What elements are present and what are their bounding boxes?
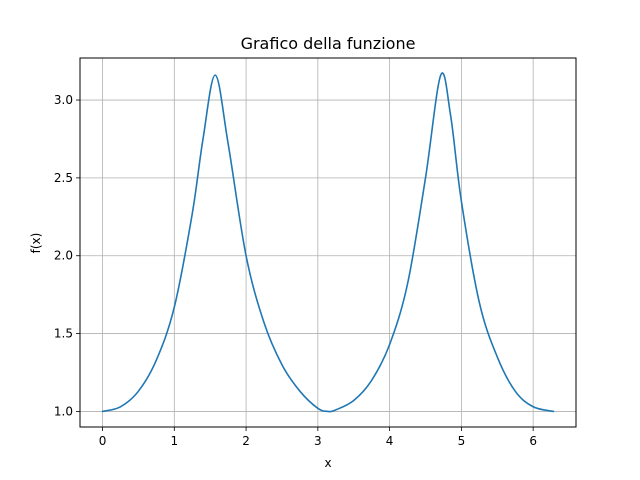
x-tick-label: 2 [242,434,250,448]
x-axis-label: x [324,456,331,470]
chart-title: Grafico della funzione [241,34,416,53]
tick-layer: 0 1 2 3 4 5 6 1.0 1.5 2.0 2.5 3.0 [54,93,537,448]
y-tick-label: 2.0 [54,249,73,263]
y-tick-label: 1.0 [54,404,73,418]
line-layer [101,72,555,413]
y-tick-label: 1.5 [54,327,73,341]
y-tick-label: 2.5 [54,171,73,185]
y-axis-label: f(x) [29,233,43,254]
plot-frame [79,57,577,428]
x-tick-label: 4 [386,434,394,448]
x-tick-label: 5 [458,434,466,448]
x-tick-label: 1 [170,434,178,448]
x-tick-label: 0 [99,434,107,448]
grid-layer [80,58,576,427]
series-line [101,72,555,413]
y-tick-label: 3.0 [54,93,73,107]
x-tick-label: 3 [314,434,322,448]
x-tick-label: 6 [529,434,537,448]
